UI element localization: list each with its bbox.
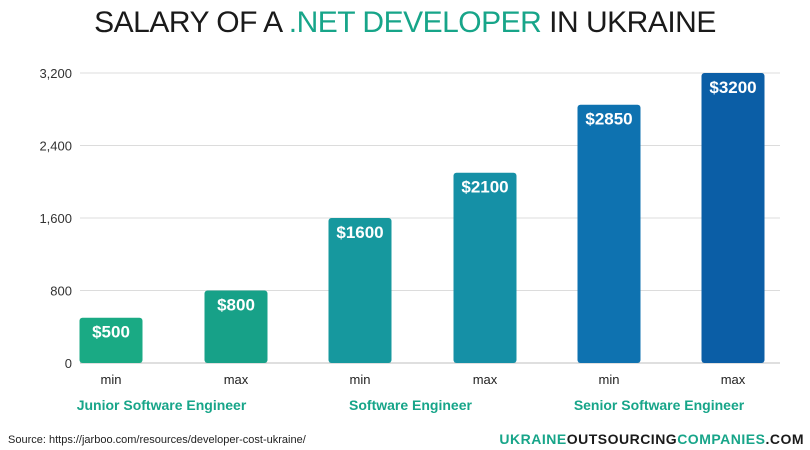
y-tick-label: 2,400 [39, 139, 72, 154]
y-tick-label: 1,600 [39, 211, 72, 226]
x-tick-label: min [599, 372, 620, 387]
title-part1: SALARY OF A [94, 6, 289, 39]
bar [328, 218, 392, 363]
x-tick-label: min [350, 372, 371, 387]
source-note: Source: https://jarboo.com/resources/dev… [8, 434, 306, 446]
title-accent: .NET DEVELOPER [288, 6, 542, 39]
bar-value-label: $2100 [461, 178, 508, 197]
title-part2: IN UKRAINE [541, 6, 716, 39]
x-tick-label: max [473, 372, 498, 387]
bar [701, 73, 765, 363]
group-label: Junior Software Engineer [77, 397, 247, 413]
bar [577, 104, 641, 363]
bar [79, 317, 143, 363]
bar-value-label: $3200 [709, 78, 756, 97]
x-tick-label: max [224, 372, 249, 387]
bar-value-label: $500 [92, 323, 130, 342]
bar-value-label: $2850 [585, 110, 632, 129]
brand-part2: OUTSOURCING [566, 431, 678, 447]
y-tick-label: 0 [65, 356, 72, 371]
chart-title: SALARY OF A .NET DEVELOPER IN UKRAINE [0, 6, 810, 40]
group-label: Senior Software Engineer [574, 397, 745, 413]
brand-part4: .COM [765, 431, 804, 447]
group-label: Software Engineer [349, 397, 472, 413]
x-tick-label: max [721, 372, 746, 387]
bar-chart: 0 800 1,600 2,400 3,200 $500 min $800 max $1600 mi… [39, 66, 780, 413]
bar [204, 290, 268, 363]
bar-value-label: $800 [217, 296, 255, 315]
bar-value-label: $1600 [336, 223, 383, 242]
brand-logo: UKRAINEOUTSOURCINGCOMPANIES.COM [499, 431, 804, 447]
brand-part1: UKRAINE [499, 431, 567, 447]
y-tick-label: 3,200 [39, 66, 72, 81]
x-tick-label: min [101, 372, 122, 387]
y-tick-label: 800 [50, 284, 72, 299]
brand-part3: COMPANIES [677, 431, 766, 447]
bar [453, 172, 517, 363]
